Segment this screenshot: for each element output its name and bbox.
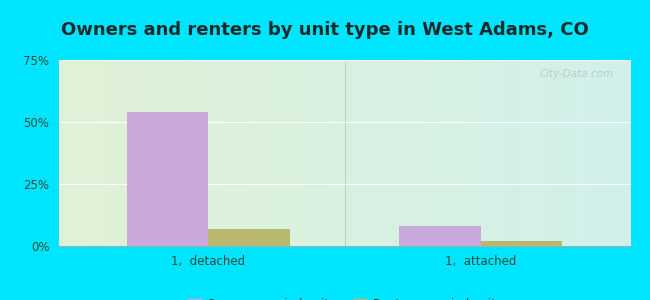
Bar (127, 112, 208, 246)
Text: City-Data.com: City-Data.com (540, 69, 614, 79)
Text: Owners and renters by unit type in West Adams, CO: Owners and renters by unit type in West … (61, 21, 589, 39)
Bar (208, 229, 290, 246)
Bar (399, 226, 481, 246)
Legend: Owner occupied units, Renter occupied units: Owner occupied units, Renter occupied un… (182, 293, 507, 300)
Bar (481, 241, 562, 246)
